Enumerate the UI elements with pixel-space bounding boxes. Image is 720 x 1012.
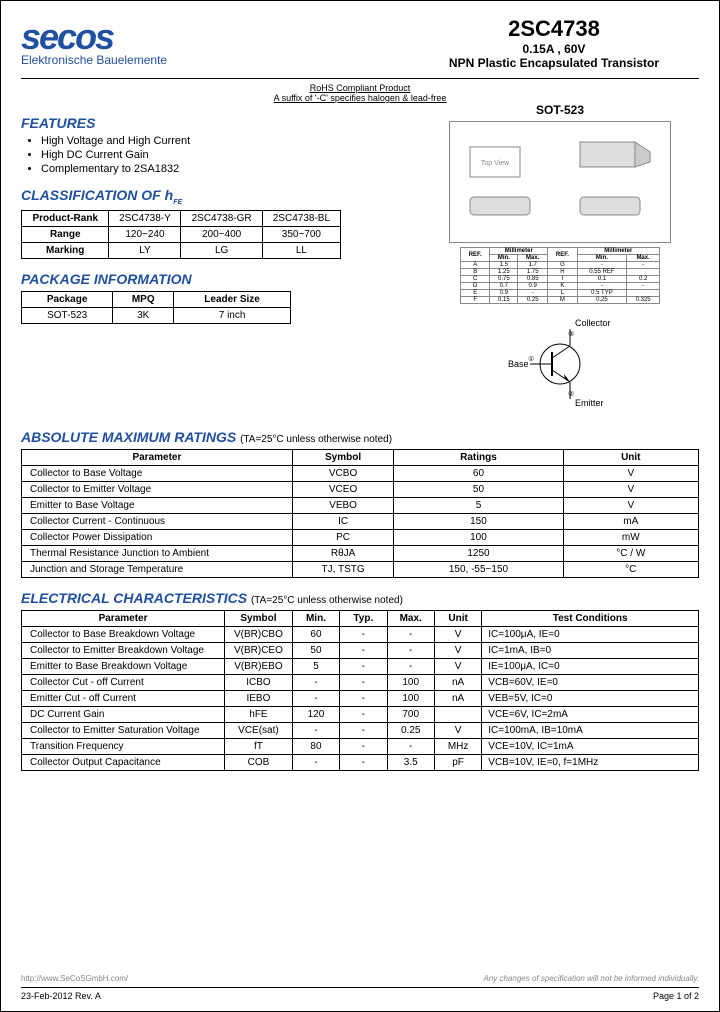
electrical-table: Parameter Symbol Min. Typ. Max. Unit Tes… bbox=[21, 610, 699, 771]
table-row: Junction and Storage TemperatureTJ, TSTG… bbox=[22, 562, 699, 578]
table-row: SOT-523 3K 7 inch bbox=[22, 307, 291, 323]
logo-subtitle: Elektronische Bauelemente bbox=[21, 53, 167, 67]
table-row: Emitter to Base Breakdown VoltageV(BR)EB… bbox=[22, 659, 699, 675]
title-block: 2SC4738 0.15A , 60V NPN Plastic Encapsul… bbox=[449, 16, 699, 70]
emitter-label: Emitter bbox=[575, 398, 604, 408]
classification-title: CLASSIFICATION OF hFE bbox=[21, 187, 401, 206]
table-row: Collector Output CapacitanceCOB--3.5pFVC… bbox=[22, 755, 699, 771]
feature-item: High Voltage and High Current bbox=[41, 135, 401, 147]
table-row: Collector Power DissipationPC100mW bbox=[22, 530, 699, 546]
table-row: D0.70.9K-- bbox=[461, 283, 660, 290]
part-desc: NPN Plastic Encapsulated Transistor bbox=[449, 56, 659, 70]
table-row: B1.251.75H0.55 REF bbox=[461, 269, 660, 276]
table-row: Emitter Cut - off CurrentIEBO--100nAVEB=… bbox=[22, 691, 699, 707]
table-row: Transition FrequencyfT80--MHzVCE=10V, IC… bbox=[22, 739, 699, 755]
table-row: Parameter Symbol Min. Typ. Max. Unit Tes… bbox=[22, 611, 699, 627]
feature-item: High DC Current Gain bbox=[41, 149, 401, 161]
table-row: Emitter to Base VoltageVEBO5V bbox=[22, 498, 699, 514]
footer-page: Page 1 of 2 bbox=[653, 991, 699, 1001]
table-row: C0.750.85I0.10.2 bbox=[461, 276, 660, 283]
logo-block: secos Elektronische Bauelemente bbox=[21, 16, 167, 70]
part-rating: 0.15A , 60V bbox=[449, 42, 659, 56]
classification-table: Product-Rank 2SC4738-Y 2SC4738-GR 2SC473… bbox=[21, 210, 341, 259]
table-row: Collector to Emitter Breakdown VoltageV(… bbox=[22, 643, 699, 659]
footer: 23-Feb-2012 Rev. A Page 1 of 2 bbox=[21, 987, 699, 1001]
table-row: Package MPQ Leader Size bbox=[22, 291, 291, 307]
features-title: FEATURES bbox=[21, 115, 401, 131]
table-row: F0.150.25M0.250.325 bbox=[461, 297, 660, 304]
svg-text:②: ② bbox=[568, 390, 574, 398]
table-row: Parameter Symbol Ratings Unit bbox=[22, 450, 699, 466]
svg-text:①: ① bbox=[528, 355, 534, 363]
ratings-title: ABSOLUTE MAXIMUM RATINGS (TA=25°C unless… bbox=[21, 429, 699, 445]
table-row: Collector to Base VoltageVCBO60V bbox=[22, 466, 699, 482]
feature-item: Complementary to 2SA1832 bbox=[41, 163, 401, 175]
table-row: Range 120~240 200~400 350~700 bbox=[22, 226, 341, 242]
footer-note: Any changes of specification will not be… bbox=[483, 974, 699, 983]
right-column: SOT-523 Top View REF. Millimeter REF. Mi… bbox=[421, 103, 699, 417]
table-row: E0.9-L0.5 TYP bbox=[461, 290, 660, 297]
svg-text:Top View: Top View bbox=[481, 160, 510, 167]
logo-text: secos bbox=[21, 16, 167, 58]
package-outline-label: SOT-523 bbox=[421, 103, 699, 117]
table-row: Product-Rank 2SC4738-Y 2SC4738-GR 2SC473… bbox=[22, 210, 341, 226]
table-row: Thermal Resistance Junction to AmbientRθ… bbox=[22, 546, 699, 562]
compliance-line2: A suffix of '-C' specifies halogen & lea… bbox=[274, 93, 447, 103]
table-row: Marking LY LG LL bbox=[22, 242, 341, 258]
table-row: Collector Current - ContinuousIC150mA bbox=[22, 514, 699, 530]
features-list: High Voltage and High Current High DC Cu… bbox=[41, 135, 401, 175]
dimension-table: REF. Millimeter REF. Millimeter Min. Max… bbox=[460, 247, 660, 304]
table-row: Collector Cut - off CurrentICBO--100nAVC… bbox=[22, 675, 699, 691]
svg-text:③: ③ bbox=[568, 330, 574, 338]
datasheet-page: secos Elektronische Bauelemente 2SC4738 … bbox=[0, 0, 720, 1012]
compliance-line1: RoHS Compliant Product bbox=[310, 83, 411, 93]
footer-date: 23-Feb-2012 Rev. A bbox=[21, 991, 101, 1001]
base-label: Base bbox=[508, 359, 529, 369]
table-row: Collector to Emitter VoltageVCEO50V bbox=[22, 482, 699, 498]
table-row: DC Current GainhFE120-700VCE=6V, IC=2mA bbox=[22, 707, 699, 723]
upper-content: FEATURES High Voltage and High Current H… bbox=[21, 103, 699, 417]
package-outline-diagram: Top View bbox=[449, 121, 671, 243]
electrical-title: ELECTRICAL CHARACTERISTICS (TA=25°C unle… bbox=[21, 590, 699, 606]
part-number: 2SC4738 bbox=[449, 16, 659, 42]
table-row: Collector to Base Breakdown VoltageV(BR)… bbox=[22, 627, 699, 643]
package-info-title: PACKAGE INFORMATION bbox=[21, 271, 401, 287]
left-column: FEATURES High Voltage and High Current H… bbox=[21, 103, 401, 417]
npn-symbol-icon: Collector Base Emitter ③ ① ② bbox=[500, 314, 620, 414]
header: secos Elektronische Bauelemente 2SC4738 … bbox=[21, 16, 699, 79]
compliance-note: RoHS Compliant Product A suffix of '-C' … bbox=[21, 83, 699, 103]
ratings-table: Parameter Symbol Ratings Unit Collector … bbox=[21, 449, 699, 578]
collector-label: Collector bbox=[575, 318, 611, 328]
table-row: Collector to Emitter Saturation VoltageV… bbox=[22, 723, 699, 739]
package-info-table: Package MPQ Leader Size SOT-523 3K 7 inc… bbox=[21, 291, 291, 324]
footer-url: http://www.SeCoSGmbH.com/ bbox=[21, 974, 128, 983]
transistor-symbol: Collector Base Emitter ③ ① ② bbox=[421, 314, 699, 417]
table-row: A1.51.7G-- bbox=[461, 262, 660, 269]
sot-523-drawing: Top View bbox=[455, 127, 665, 237]
